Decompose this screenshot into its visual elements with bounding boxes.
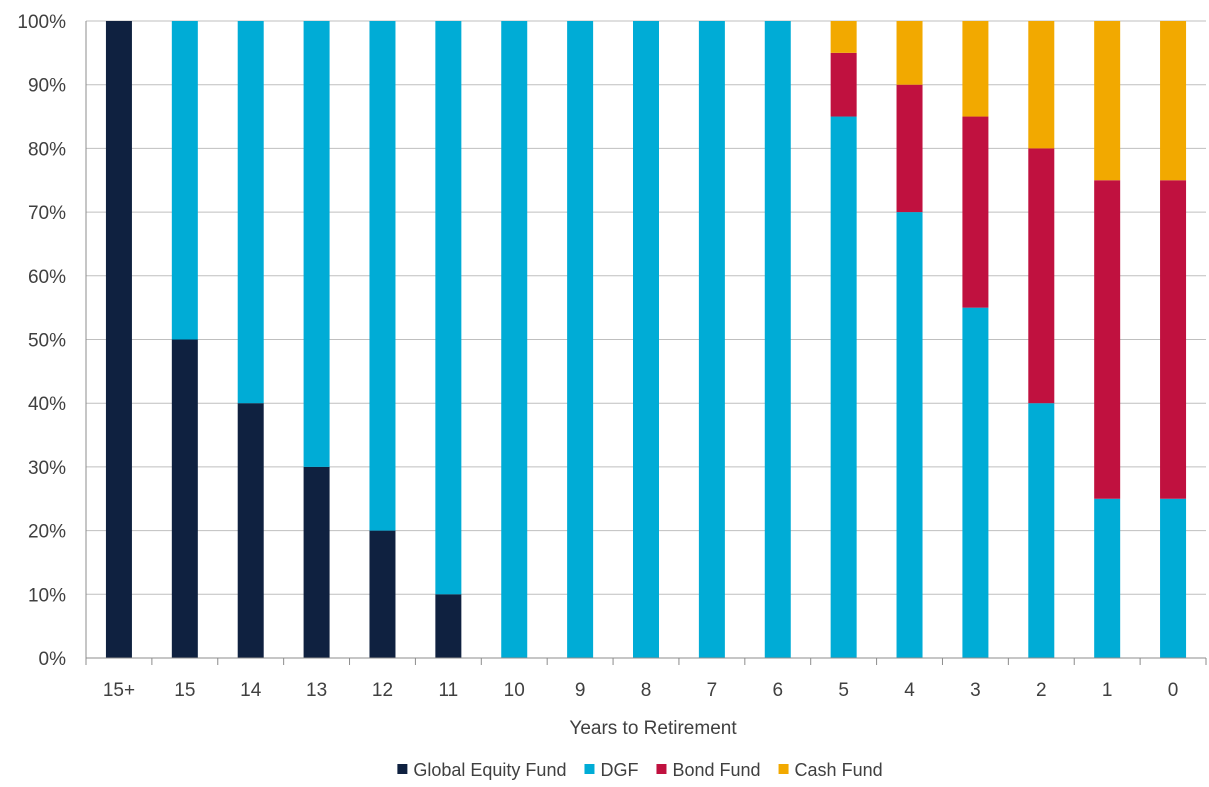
bar-segment — [830, 52, 857, 117]
legend-swatch — [397, 764, 408, 774]
y-tick-label: 80% — [28, 139, 66, 160]
bar-segment — [303, 21, 330, 467]
y-tick-label: 10% — [28, 585, 66, 606]
bar-segment — [105, 21, 132, 658]
bar-segment — [501, 21, 528, 658]
legend-swatch — [778, 764, 789, 774]
x-tick-label: 15+ — [103, 680, 135, 701]
bars — [105, 21, 1187, 659]
x-tick-label: 6 — [772, 680, 783, 701]
y-tick-label: 90% — [28, 76, 66, 97]
bar-segment — [962, 307, 989, 658]
y-tick-label: 30% — [28, 458, 66, 479]
bar-segment — [830, 21, 857, 53]
bar-segment — [303, 466, 330, 658]
bar-segment — [1160, 21, 1187, 181]
legend-label: Bond Fund — [672, 760, 760, 780]
bar-segment — [369, 530, 396, 658]
bar-segment — [1028, 403, 1055, 658]
x-tick-label: 0 — [1168, 680, 1179, 701]
legend-swatch — [584, 764, 595, 774]
x-tick-label: 4 — [904, 680, 915, 701]
bar-segment — [435, 21, 462, 595]
legend-label: Global Equity Fund — [413, 760, 566, 780]
x-tick-label: 13 — [306, 680, 327, 701]
bar-segment — [896, 212, 923, 658]
legend-item: Global Equity Fund — [397, 760, 566, 780]
x-tick-label: 9 — [575, 680, 586, 701]
bar-segment — [1028, 148, 1055, 404]
y-tick-label: 60% — [28, 267, 66, 288]
bar-segment — [698, 21, 725, 658]
legend-item: Cash Fund — [778, 760, 883, 780]
x-axis-title: Years to Retirement — [569, 718, 737, 739]
bar-segment — [1160, 180, 1187, 499]
bar-segment — [1094, 21, 1121, 181]
bar-segment — [237, 21, 264, 404]
y-tick-label: 0% — [39, 649, 67, 670]
x-tick-label: 1 — [1102, 680, 1113, 701]
bar-segment — [1028, 21, 1055, 149]
x-tick-label: 12 — [372, 680, 393, 701]
y-tick-label: 50% — [28, 331, 66, 352]
x-tick-labels: 15+ 15 14 13 12 11 10 9 8 7 6 5 4 3 2 1 0 — [103, 680, 1179, 701]
y-tick-labels: 0% 10% 20% 30% 40% 50% 60% 70% 80% 90% 100% — [17, 12, 66, 670]
x-tick-label: 5 — [838, 680, 849, 701]
legend-item: DGF — [584, 760, 638, 780]
legend-swatch — [656, 764, 667, 774]
x-tick-label: 8 — [641, 680, 652, 701]
bar-segment — [896, 84, 923, 213]
bar-segment — [633, 21, 659, 658]
bar-segment — [435, 594, 462, 658]
y-tick-label: 20% — [28, 522, 66, 543]
bar-segment — [764, 21, 791, 658]
legend-item: Bond Fund — [656, 760, 761, 780]
legend-label: Cash Fund — [795, 760, 883, 780]
bar-segment — [830, 116, 857, 659]
bar-segment — [896, 21, 923, 85]
bar-segment — [171, 21, 198, 340]
legend: Global Equity Fund DGF Bond Fund Cash Fund — [397, 760, 883, 780]
bar-segment — [369, 21, 396, 531]
bar-segment — [171, 339, 198, 658]
x-tick-label: 2 — [1036, 680, 1047, 701]
y-tick-label: 100% — [17, 12, 66, 33]
axes — [85, 21, 1207, 665]
x-tick-label: 11 — [438, 680, 458, 701]
y-tick-label: 70% — [28, 203, 66, 224]
x-tick-label: 3 — [970, 680, 981, 701]
bar-segment — [1094, 498, 1121, 658]
bar-segment — [962, 21, 989, 117]
y-tick-label: 40% — [28, 394, 66, 415]
x-tick-label: 7 — [707, 680, 718, 701]
bar-segment — [237, 403, 264, 658]
bar-segment — [1094, 180, 1121, 499]
x-tick-label: 15 — [174, 680, 195, 701]
bar-segment — [1160, 498, 1187, 658]
x-tick-label: 10 — [504, 680, 525, 701]
bar-segment — [567, 21, 594, 658]
legend-label: DGF — [600, 760, 638, 780]
bar-segment — [962, 116, 989, 308]
x-tick-label: 14 — [240, 680, 262, 701]
